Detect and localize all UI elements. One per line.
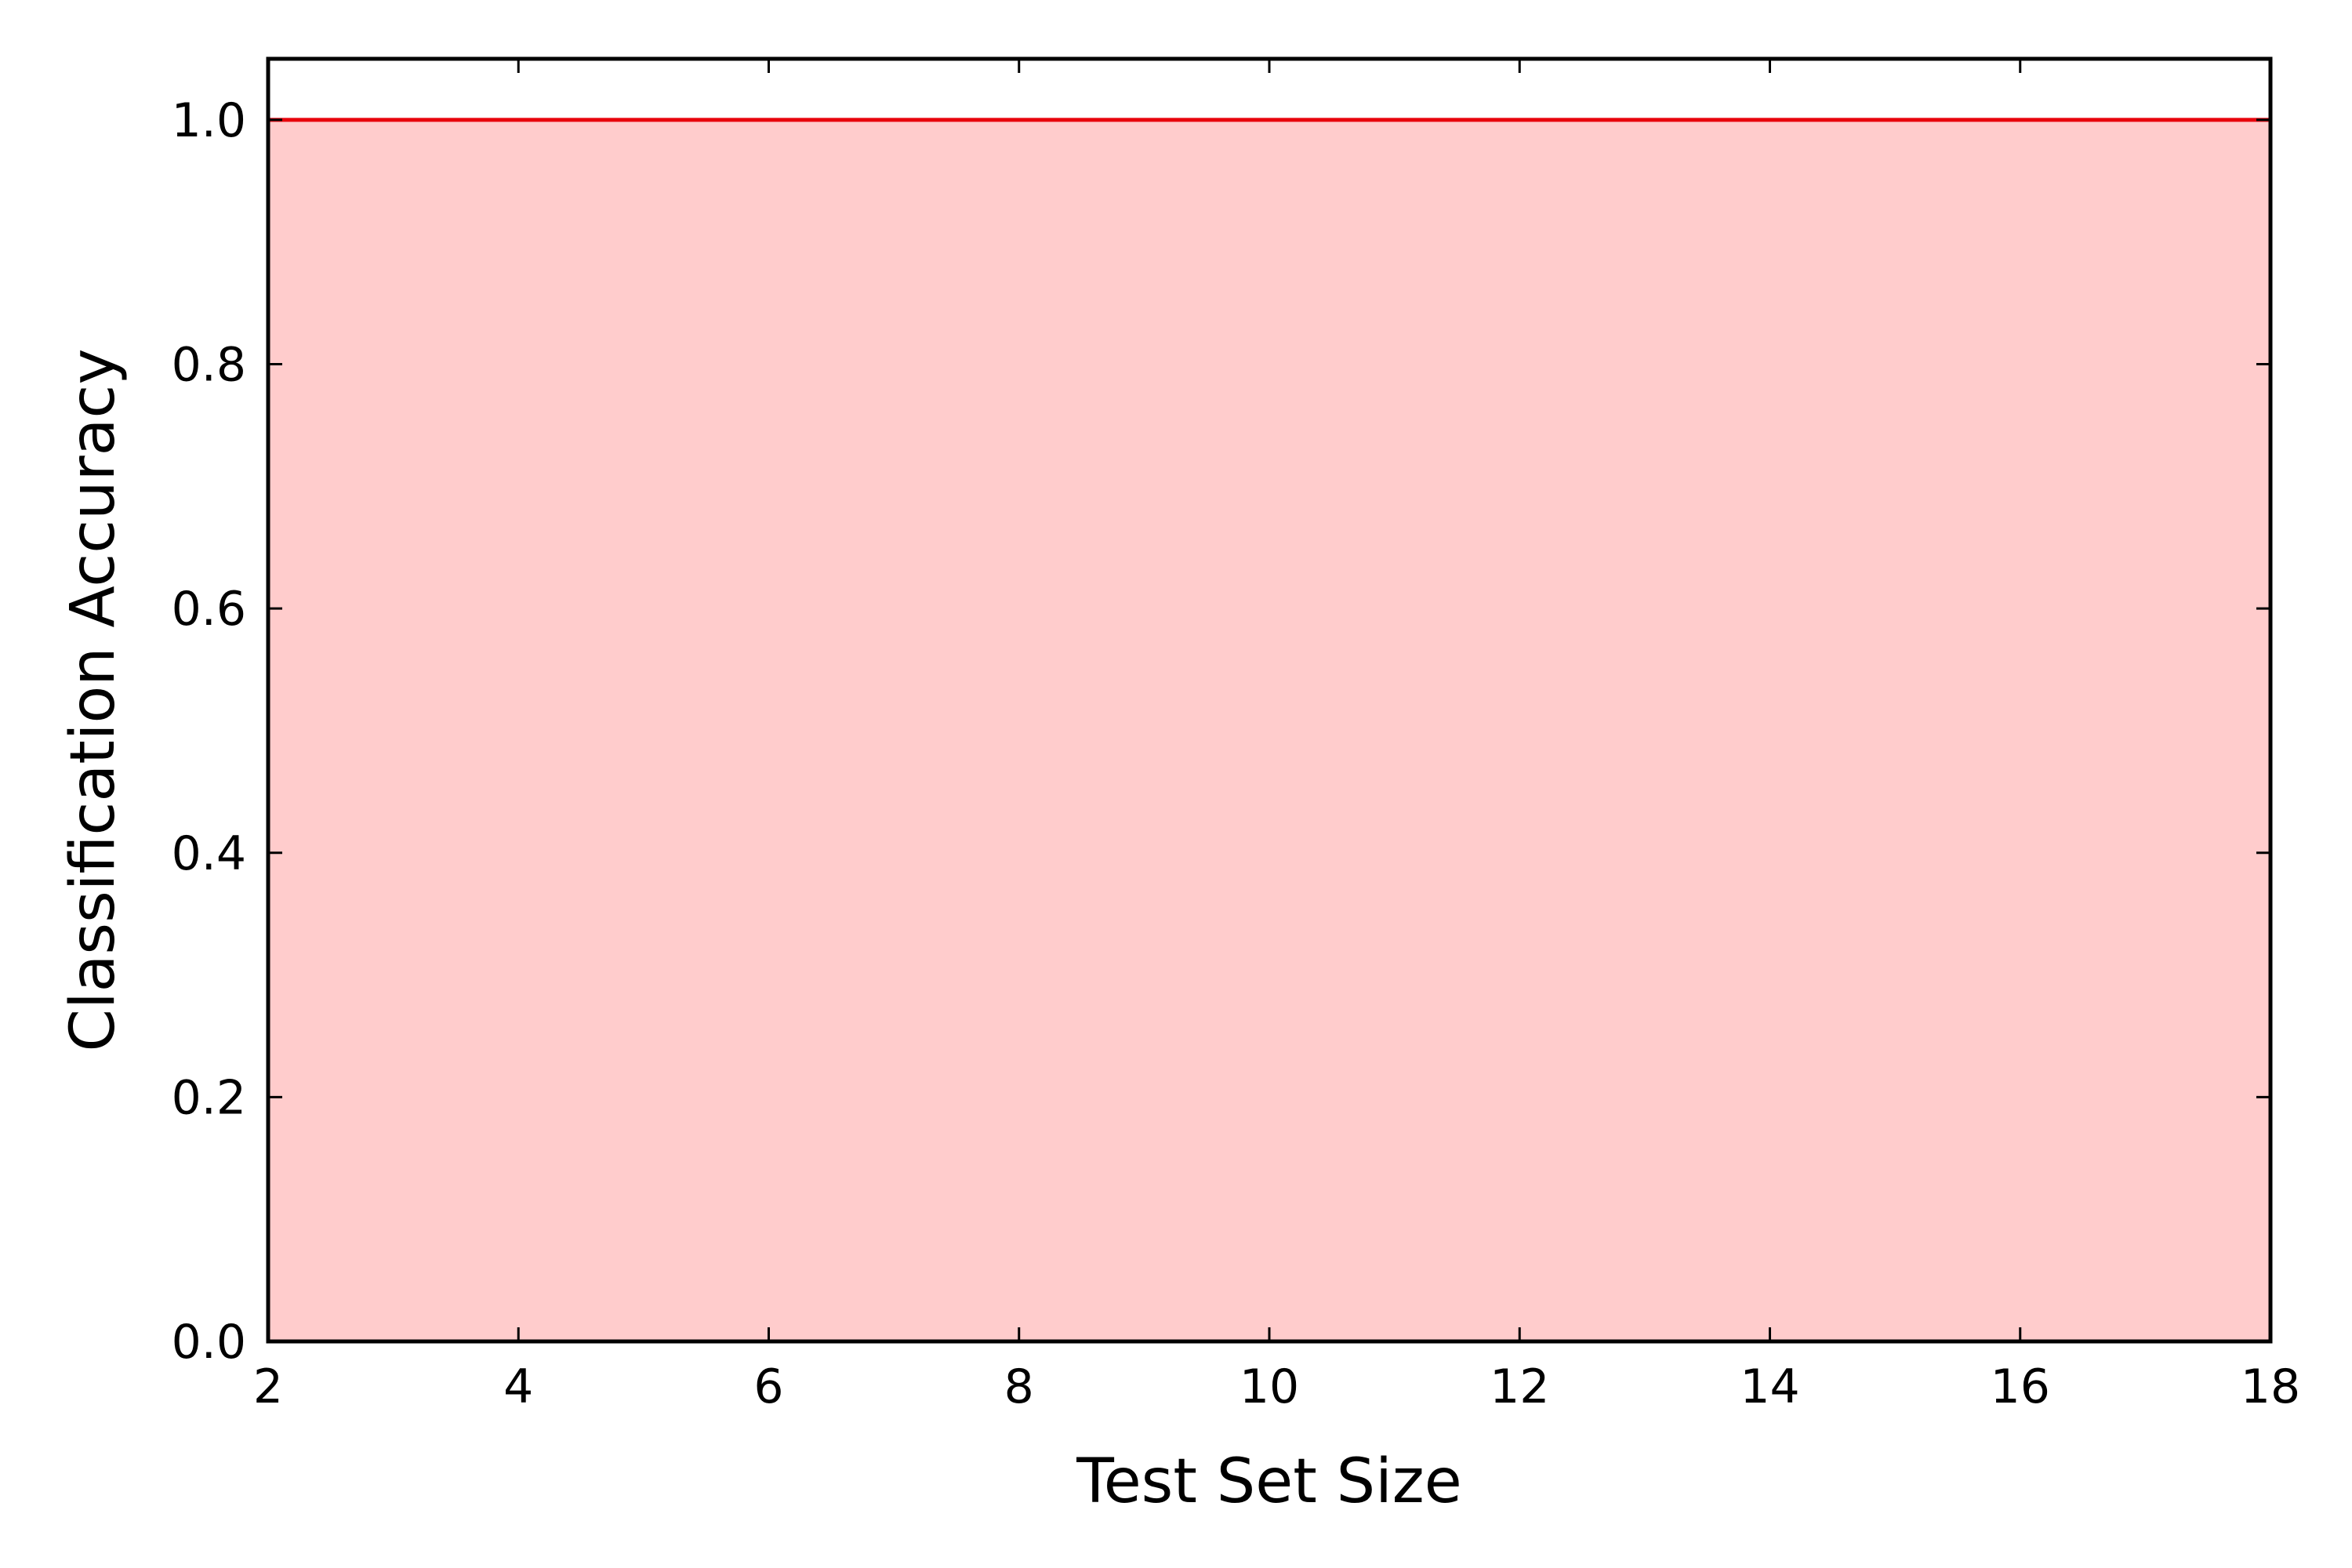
- plot-area: [268, 118, 2270, 1341]
- y-tick-label: 1.0: [172, 93, 246, 148]
- y-tick-label: 0.4: [172, 826, 246, 881]
- x-axis-label: Test Set Size: [1076, 1446, 1461, 1517]
- x-tick-label: 14: [1740, 1359, 1799, 1414]
- tick-labels: 2 4 6 8 10 12 14 16 18 0.0 0.2 0.4 0.6 0.8 1.0: [172, 93, 2301, 1414]
- x-tick-label: 6: [753, 1359, 783, 1414]
- x-tick-label: 16: [1991, 1359, 2050, 1414]
- x-tick-label: 8: [1004, 1359, 1034, 1414]
- y-tick-label: 0.6: [172, 582, 246, 637]
- axes-frame: [266, 56, 2273, 1344]
- x-tick-label: 2: [253, 1359, 283, 1414]
- y-tick-label: 0.2: [172, 1070, 246, 1125]
- y-tick-label: 0.0: [172, 1315, 246, 1370]
- y-axis-label: Classification Accuracy: [58, 349, 129, 1052]
- x-tick-label: 10: [1240, 1359, 1299, 1414]
- y-tick-label: 0.8: [172, 338, 246, 393]
- x-tick-label: 18: [2241, 1359, 2300, 1414]
- series-area-fill: [268, 119, 2270, 1341]
- x-tick-label: 12: [1490, 1359, 1549, 1414]
- x-tick-label: 4: [503, 1359, 533, 1414]
